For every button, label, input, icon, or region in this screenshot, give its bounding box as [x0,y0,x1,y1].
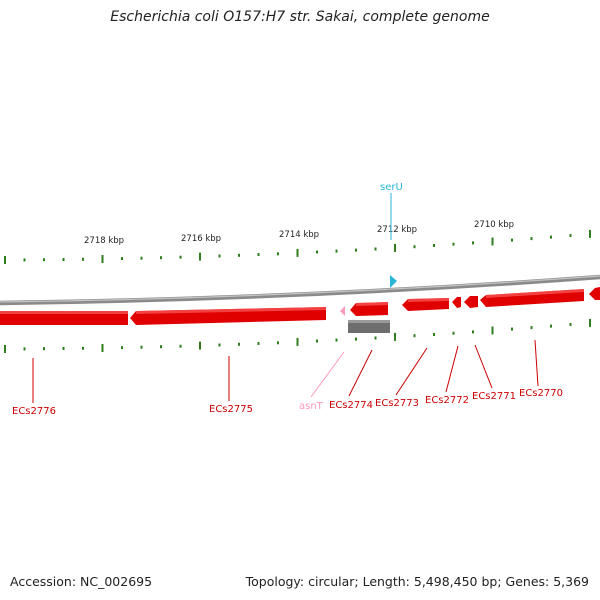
ECs2772-leader-line [445,345,459,393]
scale-label-2712: 2712 kbp [377,225,417,235]
gene-ECs2772-arrow[interactable] [452,297,461,308]
genome-title: Escherichia coli O157:H7 str. Sakai, com… [110,9,490,25]
ECs2774-secondary-feature-highlight [348,320,390,323]
ECs2771-leader-line [474,344,493,389]
asnT-label[interactable]: asnT [299,401,324,412]
asnT-leader-line [310,351,345,398]
gene-ECs2771-arrow[interactable] [464,296,478,308]
serU-marker[interactable] [390,275,397,288]
ECs2773-label[interactable]: ECs2773 [375,398,419,409]
accession-text: Accession: NC_002695 [10,574,153,589]
scale-ticks [4,229,591,353]
ECs2774-secondary-feature[interactable] [348,320,390,333]
genome-backbone [0,274,600,306]
genome-summary-text: Topology: circular; Length: 5,498,450 bp… [245,574,589,589]
ECs2775-label[interactable]: ECs2775 [209,404,253,415]
ECs2772-label[interactable]: ECs2772 [425,395,469,406]
ECs2770-label[interactable]: ECs2770 [519,388,563,399]
scale-label-2718: 2718 kbp [84,236,124,246]
gene-ECs2770-arrow[interactable] [480,289,584,307]
ECs2770-leader-line [534,339,539,387]
scale-label-2716: 2716 kbp [181,234,221,244]
ECs2774-label[interactable]: ECs2774 [329,400,373,411]
serU-label[interactable]: serU [380,182,403,193]
gene-ECs2774-arrow[interactable] [350,302,388,316]
gene-ECs2776-arrow[interactable] [0,311,128,325]
ECs2773-leader-line [395,347,428,396]
gene-next-arrow[interactable] [589,287,600,300]
gene-ECs2773-arrow[interactable] [402,298,449,311]
asnT-marker[interactable] [340,306,345,316]
ECs2776-label[interactable]: ECs2776 [12,406,56,417]
ECs2771-label[interactable]: ECs2771 [472,391,516,402]
gene-ECs2775-arrow[interactable] [130,307,326,325]
genome-backbone-highlight [0,275,600,303]
ECs2774-leader-line [348,349,373,397]
scale-label-2714: 2714 kbp [279,230,319,240]
scale-label-2710: 2710 kbp [474,220,514,230]
